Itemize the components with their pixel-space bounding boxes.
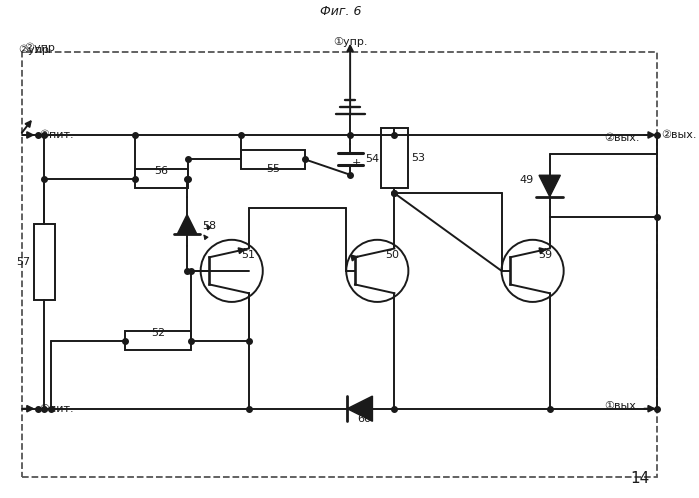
- Text: 60: 60: [358, 414, 372, 424]
- Text: ①упр.: ①упр.: [333, 37, 368, 47]
- Bar: [34, 224, 55, 300]
- Text: ②пит.: ②пит.: [40, 130, 74, 140]
- Text: 50: 50: [385, 249, 399, 259]
- Bar: [135, 169, 188, 188]
- Text: ②упр: ②упр: [18, 45, 49, 55]
- Text: ②вых.: ②вых.: [604, 133, 640, 143]
- Text: ①вых.: ①вых.: [604, 400, 640, 411]
- Bar: [381, 128, 408, 188]
- Bar: [241, 149, 305, 169]
- Polygon shape: [539, 175, 561, 197]
- Text: 49: 49: [519, 175, 533, 185]
- Text: +: +: [352, 158, 361, 168]
- Text: 51: 51: [241, 249, 255, 259]
- Bar: [22, 52, 657, 477]
- Text: ②вых.: ②вых.: [661, 130, 696, 140]
- Polygon shape: [178, 215, 196, 234]
- Text: Фиг. 6: Фиг. 6: [319, 5, 361, 18]
- Polygon shape: [347, 396, 373, 421]
- Bar: [125, 331, 191, 351]
- Text: 58: 58: [203, 221, 217, 231]
- Text: 56: 56: [154, 166, 168, 176]
- Text: ①пит.: ①пит.: [40, 404, 74, 414]
- Text: 14: 14: [630, 471, 649, 486]
- Text: 57: 57: [15, 257, 30, 267]
- Text: 55: 55: [266, 164, 280, 174]
- Text: ②упр: ②упр: [24, 43, 55, 53]
- Text: 54: 54: [365, 154, 379, 164]
- Text: 59: 59: [538, 249, 553, 259]
- Text: 52: 52: [151, 328, 165, 338]
- Text: 53: 53: [411, 153, 425, 163]
